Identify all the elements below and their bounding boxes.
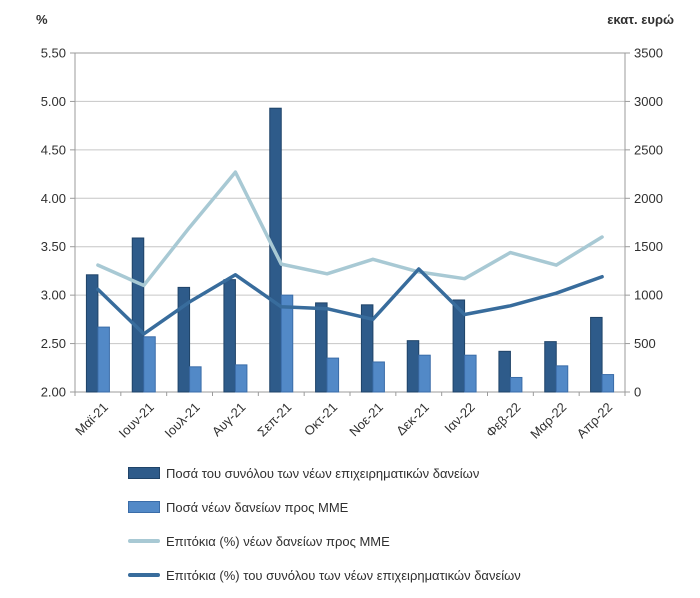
x-tick-label: Ιουν-21 (116, 400, 157, 441)
bar-total-loans (131, 237, 145, 393)
line-mme-rate (96, 170, 604, 288)
y-tick-label-right: 3500 (634, 46, 663, 61)
legend-line-swatch (128, 539, 160, 543)
legend-label: Επιτόκια (%) νέων δανείων προς ΜΜΕ (166, 533, 390, 549)
y-tick-label-left: 3.50 (41, 239, 66, 254)
bar-total-loans (177, 286, 191, 393)
x-tick-label: Φεβ-22 (483, 400, 524, 441)
legend-item-total-amounts: Ποσά του συνόλου των νέων επιχειρηματικώ… (128, 462, 521, 484)
bar-total-loans (360, 304, 374, 393)
y-tick-label-right: 1000 (634, 288, 663, 303)
x-tick-label: Δεκ-21 (393, 400, 432, 439)
legend-line-swatch (128, 573, 160, 577)
y-tick-label-left: 4.50 (41, 142, 66, 157)
bar-mme-loans (280, 294, 294, 393)
bar-mme-loans (143, 336, 156, 393)
bar-mme-loans (326, 357, 340, 393)
bar-total-loans (406, 340, 420, 393)
x-tick-label: Νοε-21 (346, 400, 386, 440)
y-tick-label-left: 2.50 (41, 336, 66, 351)
y-tick-label-right: 3000 (634, 94, 663, 109)
y-tick-label-right: 1500 (634, 239, 663, 254)
x-tick-label: Αυγ-21 (209, 400, 249, 440)
x-tick-label: Ιουλ-21 (162, 400, 203, 441)
right-axis-unit-label: εκατ. ευρώ (607, 12, 674, 27)
y-tick-label-right: 500 (634, 336, 656, 351)
bar-mme-loans (97, 326, 110, 393)
bar-total-loans (544, 341, 557, 393)
chart-legend: Ποσά του συνόλου των νέων επιχειρηματικώ… (128, 462, 521, 598)
x-tick-label: Ιαν-22 (441, 400, 477, 436)
left-axis-unit-label: % (36, 12, 48, 27)
x-tick-label: Μαρ-22 (527, 400, 569, 442)
bar-total-loans (498, 350, 511, 393)
legend-label: Ποσά του συνόλου των νέων επιχειρηματικώ… (166, 465, 480, 481)
legend-item-total-rates: Επιτόκια (%) του συνόλου των νέων επιχει… (128, 564, 521, 586)
bar-total-loans (85, 274, 99, 393)
bar-mme-loans (234, 364, 248, 393)
plot-border (74, 52, 626, 393)
plot-area: 5.50 3500 5.00 3000 4.50 2500 4.00 2000 3.50 1500… (41, 46, 663, 442)
bar-total-loans (223, 279, 236, 393)
y-tick-label-left: 3.00 (41, 288, 66, 303)
y-tick-label-left: 5.50 (41, 46, 66, 61)
legend-label: Επιτόκια (%) του συνόλου των νέων επιχει… (166, 567, 521, 583)
bar-total-loans (452, 299, 466, 393)
y-tick-label-right: 2500 (634, 142, 663, 157)
x-tick-label: Οκτ-21 (301, 400, 340, 439)
legend-item-mme-rates: Επιτόκια (%) νέων δανείων προς ΜΜΕ (128, 530, 521, 552)
x-tick-label: Μαϊ-21 (72, 400, 111, 439)
bar-mme-loans (418, 354, 431, 393)
x-tick-label: Σεπ-21 (254, 400, 294, 440)
y-tick-label-right: 2000 (634, 191, 663, 206)
bar-mme-loans (601, 374, 615, 393)
y-tick-label-left: 5.00 (41, 94, 66, 109)
y-tick-label-right: 0 (634, 385, 641, 400)
bar-mme-loans (372, 361, 385, 393)
x-tick-label: Απρ-22 (574, 400, 616, 442)
line-total-rate (96, 267, 604, 336)
bar-mme-loans (464, 354, 477, 393)
legend-bar-swatch (128, 467, 160, 479)
bar-mme-loans (189, 366, 202, 393)
bar-total-loans (590, 316, 603, 393)
legend-item-mme-amounts: Ποσά νέων δανείων προς ΜΜΕ (128, 496, 521, 518)
legend-bar-swatch (128, 501, 160, 513)
bar-mme-loans (509, 376, 523, 393)
y-tick-label-left: 2.00 (41, 385, 66, 400)
legend-label: Ποσά νέων δανείων προς ΜΜΕ (166, 499, 349, 515)
bar-mme-loans (555, 365, 569, 393)
y-tick-label-left: 4.00 (41, 191, 66, 206)
bar-total-loans (315, 302, 328, 393)
